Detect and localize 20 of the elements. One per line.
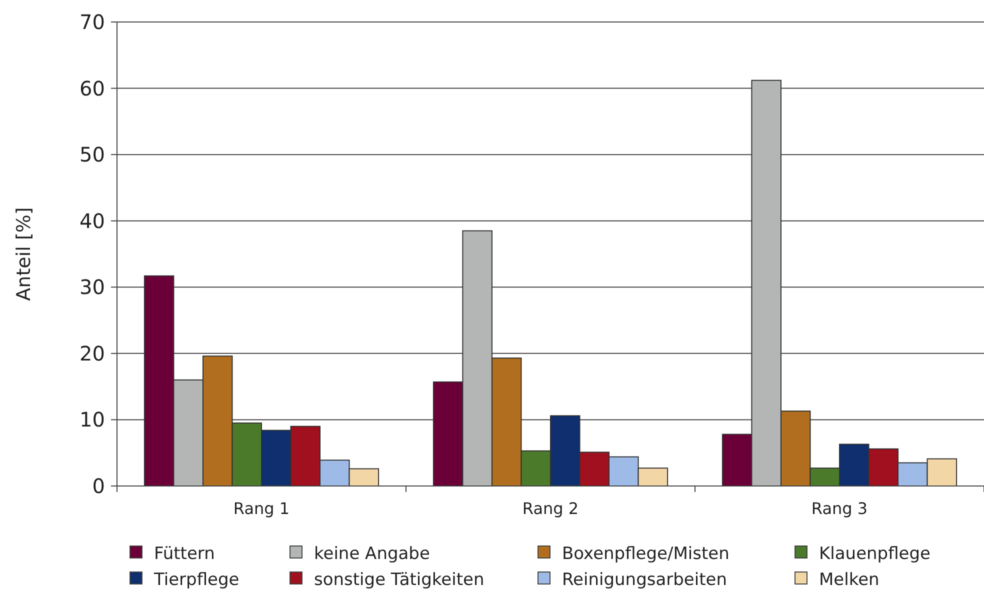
y-tick-label: 60: [80, 76, 105, 100]
x-tick-label: Rang 1: [233, 499, 290, 518]
legend-label: Boxenpflege/Misten: [562, 544, 730, 564]
x-tick-label: Rang 3: [811, 499, 868, 518]
legend-label: sonstige Tätigkeiten: [314, 570, 484, 590]
y-tick-label: 30: [80, 275, 105, 300]
y-tick-label: 50: [80, 142, 105, 167]
legend-label: Klauenpflege: [819, 544, 931, 564]
legend-label: Tierpflege: [153, 570, 240, 590]
legend-label: Melken: [819, 570, 880, 590]
legend-label: Reinigungsarbeiten: [562, 570, 727, 590]
y-tick-label: 20: [80, 341, 105, 366]
y-axis-title: Anteil [%]: [13, 207, 35, 301]
y-tick-label: 40: [80, 208, 105, 233]
y-tick-label: 70: [80, 10, 105, 34]
y-tick-label: 10: [80, 408, 105, 432]
legend-label: keine Angabe: [314, 544, 430, 564]
x-tick-label: Rang 2: [522, 499, 579, 518]
y-tick-label: 0: [92, 474, 105, 498]
legend-label: Füttern: [154, 544, 215, 564]
